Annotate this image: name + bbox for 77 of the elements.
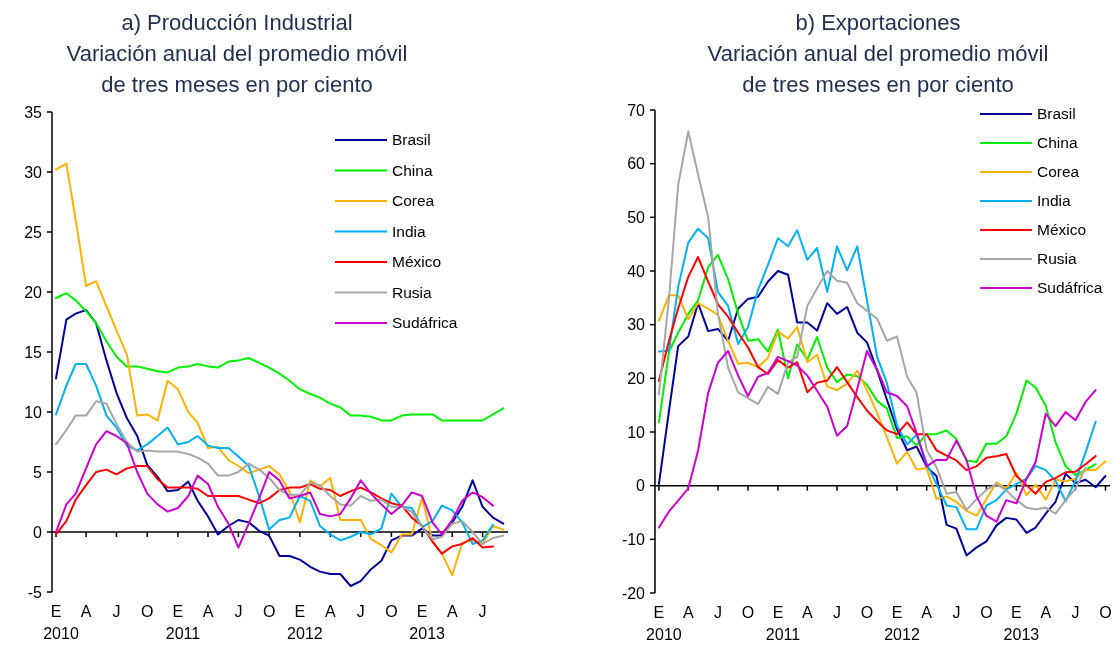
chart-subtitle: Variación anual del promedio móvil de tres meses en por ciento — [707, 41, 1049, 97]
line-series — [55, 162, 505, 577]
legend-label: Corea — [392, 192, 435, 209]
y-tick-label: -20 — [621, 584, 646, 602]
y-tick-label: 35 — [24, 103, 43, 121]
y-tick-label: 20 — [627, 369, 646, 387]
x-tick-label: E 2013 — [1003, 604, 1040, 643]
x-tick-label: E 2011 — [165, 603, 201, 642]
y-tick-label: 50 — [627, 208, 646, 226]
y-tick-label: 20 — [24, 283, 43, 301]
line-series — [657, 294, 1107, 517]
legend-label: Sudáfrica — [1037, 279, 1103, 296]
y-tick-label: 0 — [636, 477, 646, 495]
x-tick-label: O — [140, 603, 154, 620]
y-tick-label: 5 — [33, 463, 43, 481]
legend-label: Brasil — [392, 131, 431, 148]
x-tick-label: O — [262, 603, 276, 620]
y-tick-label: 10 — [627, 423, 646, 441]
x-tick-label: A — [324, 603, 336, 620]
x-tick-label: O — [980, 604, 993, 621]
line-series — [55, 363, 494, 545]
y-tick-label: 70 — [627, 101, 646, 119]
x-tick-label: O — [741, 604, 755, 621]
legend-label: Brasil — [1037, 105, 1076, 122]
y-tick-label: 0 — [33, 523, 43, 541]
x-tick-label: O — [1099, 604, 1112, 621]
line-series — [55, 430, 494, 549]
legend-label: China — [1037, 134, 1078, 151]
y-tick-label: 30 — [24, 163, 43, 181]
x-tick-label: A — [801, 604, 813, 621]
x-tick-label: E 2010 — [43, 603, 79, 642]
x-tick-label: J — [478, 603, 487, 620]
chart-title: b) Exportaciones — [795, 10, 961, 35]
line-series — [55, 400, 505, 545]
legend-label: Rusia — [392, 283, 433, 301]
y-tick-label: 15 — [24, 343, 43, 361]
y-tick-label: 60 — [627, 155, 646, 173]
x-tick-label: J — [234, 603, 243, 620]
y-tick-label: 10 — [24, 403, 43, 421]
x-tick-label: J — [713, 604, 722, 621]
y-tick-label: -10 — [621, 530, 646, 548]
x-tick-label: A — [446, 603, 458, 620]
x-tick-label: J — [356, 603, 365, 620]
legend-label: México — [392, 253, 442, 270]
x-tick-label: J — [112, 603, 121, 620]
x-tick-label: A — [202, 603, 214, 620]
legend-label: Rusia — [1037, 250, 1078, 267]
x-tick-label: A — [682, 604, 694, 621]
x-tick-label: A — [1040, 604, 1052, 621]
x-tick-label: E 2012 — [287, 603, 323, 642]
x-tick-label: E 2011 — [765, 604, 801, 643]
chart-title: a) Producción Industrial — [121, 10, 353, 35]
x-tick-label: E 2010 — [646, 604, 682, 643]
y-tick-label: -5 — [27, 583, 43, 601]
legend-label: India — [392, 222, 426, 240]
chart-subtitle: Variación anual del promedio móvil de tres meses en por ciento — [66, 41, 408, 97]
y-tick-label: 25 — [24, 223, 43, 241]
legend-label: India — [1037, 192, 1071, 209]
legend-label: Corea — [1037, 163, 1080, 180]
legend-label: Sudáfrica — [392, 314, 458, 331]
line-series — [657, 349, 1097, 529]
legend-label: China — [392, 161, 433, 179]
x-tick-label: A — [80, 603, 92, 620]
x-tick-label: A — [921, 604, 933, 621]
x-tick-label: E 2012 — [884, 604, 920, 643]
x-tick-label: J — [952, 604, 961, 621]
legend-label: México — [1037, 221, 1087, 238]
line-series — [55, 309, 505, 587]
x-tick-label: E 2013 — [409, 603, 446, 642]
y-tick-label: 40 — [627, 262, 646, 280]
x-tick-label: O — [860, 604, 874, 621]
line-series — [55, 465, 494, 555]
line-series — [657, 270, 1107, 557]
x-tick-label: O — [385, 603, 398, 620]
y-tick-label: 30 — [627, 316, 646, 334]
x-tick-label: J — [1071, 604, 1080, 621]
x-tick-label: J — [833, 604, 841, 621]
